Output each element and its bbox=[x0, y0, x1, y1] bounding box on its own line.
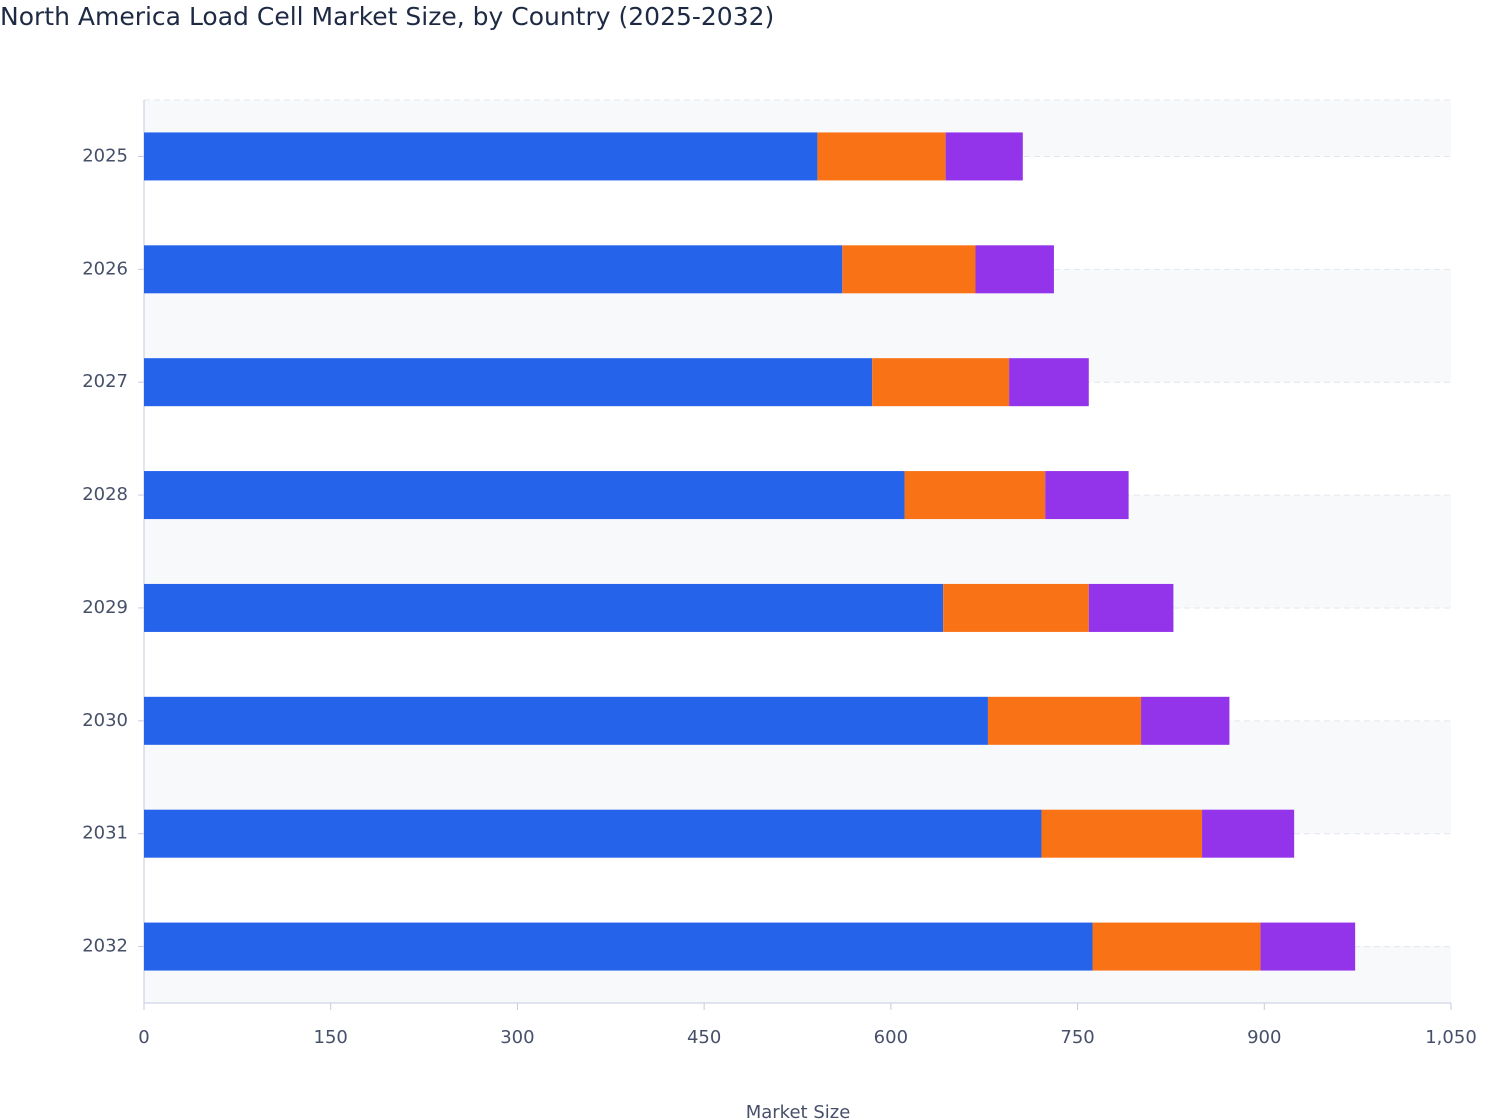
x-tick-label: 150 bbox=[314, 1027, 348, 1048]
x-tick-label: 600 bbox=[874, 1027, 908, 1048]
bar-segment bbox=[144, 358, 873, 407]
y-tick-label: 2032 bbox=[82, 936, 128, 957]
bar-segment bbox=[1009, 358, 1089, 407]
y-tick-label: 2027 bbox=[82, 371, 128, 392]
bar-segment bbox=[144, 132, 818, 181]
bar-segment bbox=[987, 696, 1142, 745]
bar-segment bbox=[144, 471, 905, 520]
y-tick-label: 2028 bbox=[82, 484, 128, 505]
bar-segment bbox=[842, 245, 976, 294]
bar-segment bbox=[817, 132, 946, 181]
bar-segment bbox=[943, 583, 1089, 632]
x-tick-label: 750 bbox=[1060, 1027, 1094, 1048]
x-axis-label: Market Size bbox=[746, 1102, 851, 1120]
y-tick-label: 2026 bbox=[82, 258, 128, 279]
bar-segment bbox=[144, 245, 843, 294]
x-tick-label: 450 bbox=[687, 1027, 721, 1048]
bar-segment bbox=[904, 471, 1046, 520]
bar-segment bbox=[1202, 809, 1295, 858]
chart-title: North America Load Cell Market Size, by … bbox=[0, 2, 774, 31]
x-tick-label: 300 bbox=[500, 1027, 534, 1048]
bar-segment bbox=[945, 132, 1023, 181]
bar-segment bbox=[1141, 696, 1230, 745]
bar-segment bbox=[144, 809, 1042, 858]
bar-segment bbox=[872, 358, 1010, 407]
y-tick-label: 2030 bbox=[82, 710, 128, 731]
y-tick-label: 2029 bbox=[82, 597, 128, 618]
bar-segment bbox=[975, 245, 1054, 294]
bar-segment bbox=[1088, 583, 1174, 632]
y-tick-label: 2031 bbox=[82, 823, 128, 844]
bar-segment bbox=[1260, 922, 1356, 971]
x-tick-label: 1,050 bbox=[1425, 1027, 1477, 1048]
bar-segment bbox=[144, 583, 944, 632]
bar-segment bbox=[1045, 471, 1129, 520]
x-tick-label: 900 bbox=[1247, 1027, 1281, 1048]
bar-segment bbox=[1092, 922, 1261, 971]
bar-segment bbox=[144, 922, 1093, 971]
x-tick-label: 0 bbox=[138, 1027, 149, 1048]
bar-segment bbox=[1041, 809, 1203, 858]
y-tick-label: 2025 bbox=[82, 145, 128, 166]
bar-segment bbox=[144, 696, 988, 745]
